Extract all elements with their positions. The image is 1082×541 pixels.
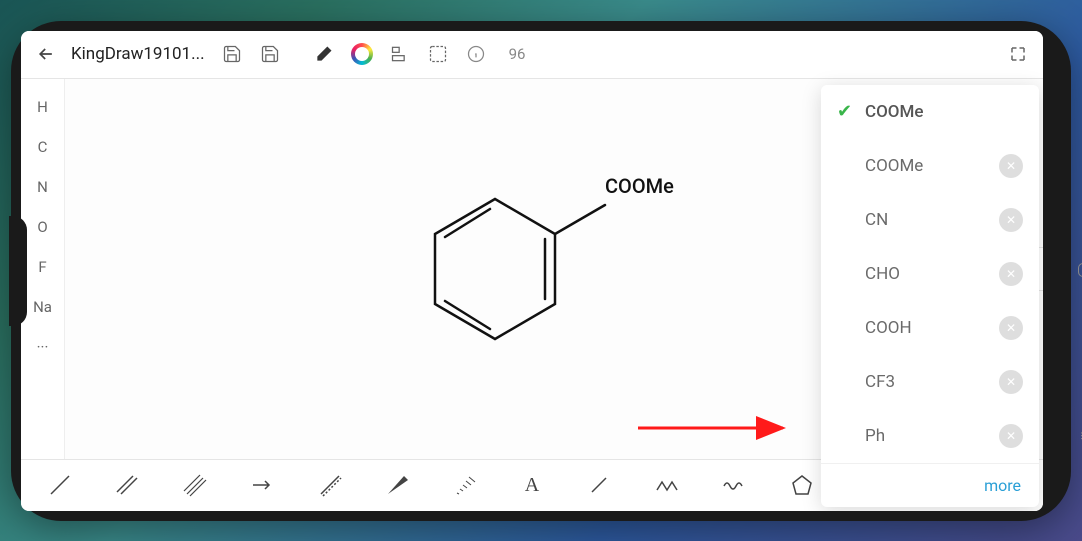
wedge-hash-icon[interactable] — [432, 465, 497, 505]
element-palette: HCNOFNa··· — [21, 79, 65, 459]
element-count: 96 — [509, 45, 526, 63]
element-f[interactable]: F — [21, 247, 64, 287]
selection-icon[interactable] — [421, 37, 455, 71]
body-area: HCNOFNa··· ◀ COOMe — [21, 79, 1043, 459]
dropdown-more-link[interactable]: more — [821, 463, 1039, 507]
back-button[interactable] — [29, 37, 63, 71]
dropdown-item-label: COOH — [865, 318, 912, 338]
dropdown-item-cho[interactable]: CHO ✕ — [821, 247, 1039, 301]
delete-icon[interactable]: ✕ — [999, 370, 1023, 394]
color-picker-icon[interactable] — [345, 37, 379, 71]
dropdown-item-label: COOMe — [865, 156, 923, 176]
element-h[interactable]: H — [21, 87, 64, 127]
system-nav: ‹ ≡ — [1073, 21, 1082, 521]
dropdown-item-label: Ph — [865, 426, 885, 446]
info-icon[interactable] — [459, 37, 493, 71]
document-title[interactable]: KingDraw19101... — [71, 44, 205, 64]
dropdown-item-cn[interactable]: CN ✕ — [821, 193, 1039, 247]
chain-icon[interactable] — [634, 465, 699, 505]
delete-icon[interactable]: ✕ — [999, 262, 1023, 286]
dropdown-item-cooh[interactable]: COOH ✕ — [821, 301, 1039, 355]
bond-double-icon[interactable] — [94, 465, 159, 505]
delete-icon[interactable]: ✕ — [999, 208, 1023, 232]
fullscreen-icon[interactable] — [1001, 37, 1035, 71]
delete-icon[interactable]: ✕ — [999, 424, 1023, 448]
element-n[interactable]: N — [21, 167, 64, 207]
element-c[interactable]: C — [21, 127, 64, 167]
bond-any-icon[interactable] — [297, 465, 362, 505]
check-icon: ✔ — [837, 101, 859, 122]
arrow-icon[interactable] — [229, 465, 294, 505]
substituent-label: COOMe — [605, 174, 674, 198]
wavy-icon[interactable] — [702, 465, 767, 505]
dropdown-item-label: CN — [865, 210, 888, 230]
eraser-icon[interactable] — [307, 37, 341, 71]
dropdown-item-label: COOMe — [865, 102, 924, 122]
dropdown-item-coome[interactable]: COOMe ✕ — [821, 139, 1039, 193]
save-icon[interactable] — [215, 37, 249, 71]
dropdown-item-cf3[interactable]: CF3 ✕ — [821, 355, 1039, 409]
bond-single-icon[interactable] — [27, 465, 92, 505]
text-icon[interactable]: A — [499, 465, 564, 505]
element-···[interactable]: ··· — [21, 327, 64, 367]
dropdown-item-label: CF3 — [865, 372, 895, 392]
molecule-hexagon — [395, 169, 635, 389]
element-o[interactable]: O — [21, 207, 64, 247]
substituent-dropdown: ✔ COOMe COOMe ✕ CN ✕ CHO ✕ COOH ✕ CF3 ✕ Ph ✕ more — [821, 85, 1039, 507]
top-toolbar: KingDraw19101... 96 — [21, 31, 1043, 79]
nav-home[interactable] — [1078, 263, 1082, 277]
delete-icon[interactable]: ✕ — [999, 154, 1023, 178]
wedge-solid-icon[interactable] — [364, 465, 429, 505]
align-icon[interactable] — [383, 37, 417, 71]
dropdown-item-label: CHO — [865, 264, 900, 284]
phone-frame: ‹ ≡ KingDraw19101... — [11, 21, 1071, 521]
dropdown-item-coome[interactable]: ✔ COOMe — [821, 85, 1039, 139]
delete-icon[interactable]: ✕ — [999, 316, 1023, 340]
phone-notch — [9, 216, 27, 326]
app-screen: KingDraw19101... 96 — [21, 31, 1043, 511]
dropdown-item-ph[interactable]: Ph ✕ — [821, 409, 1039, 463]
bond-triple-icon[interactable] — [162, 465, 227, 505]
save-as-icon[interactable] — [253, 37, 287, 71]
element-na[interactable]: Na — [21, 287, 64, 327]
bond-slash-icon[interactable] — [567, 465, 632, 505]
